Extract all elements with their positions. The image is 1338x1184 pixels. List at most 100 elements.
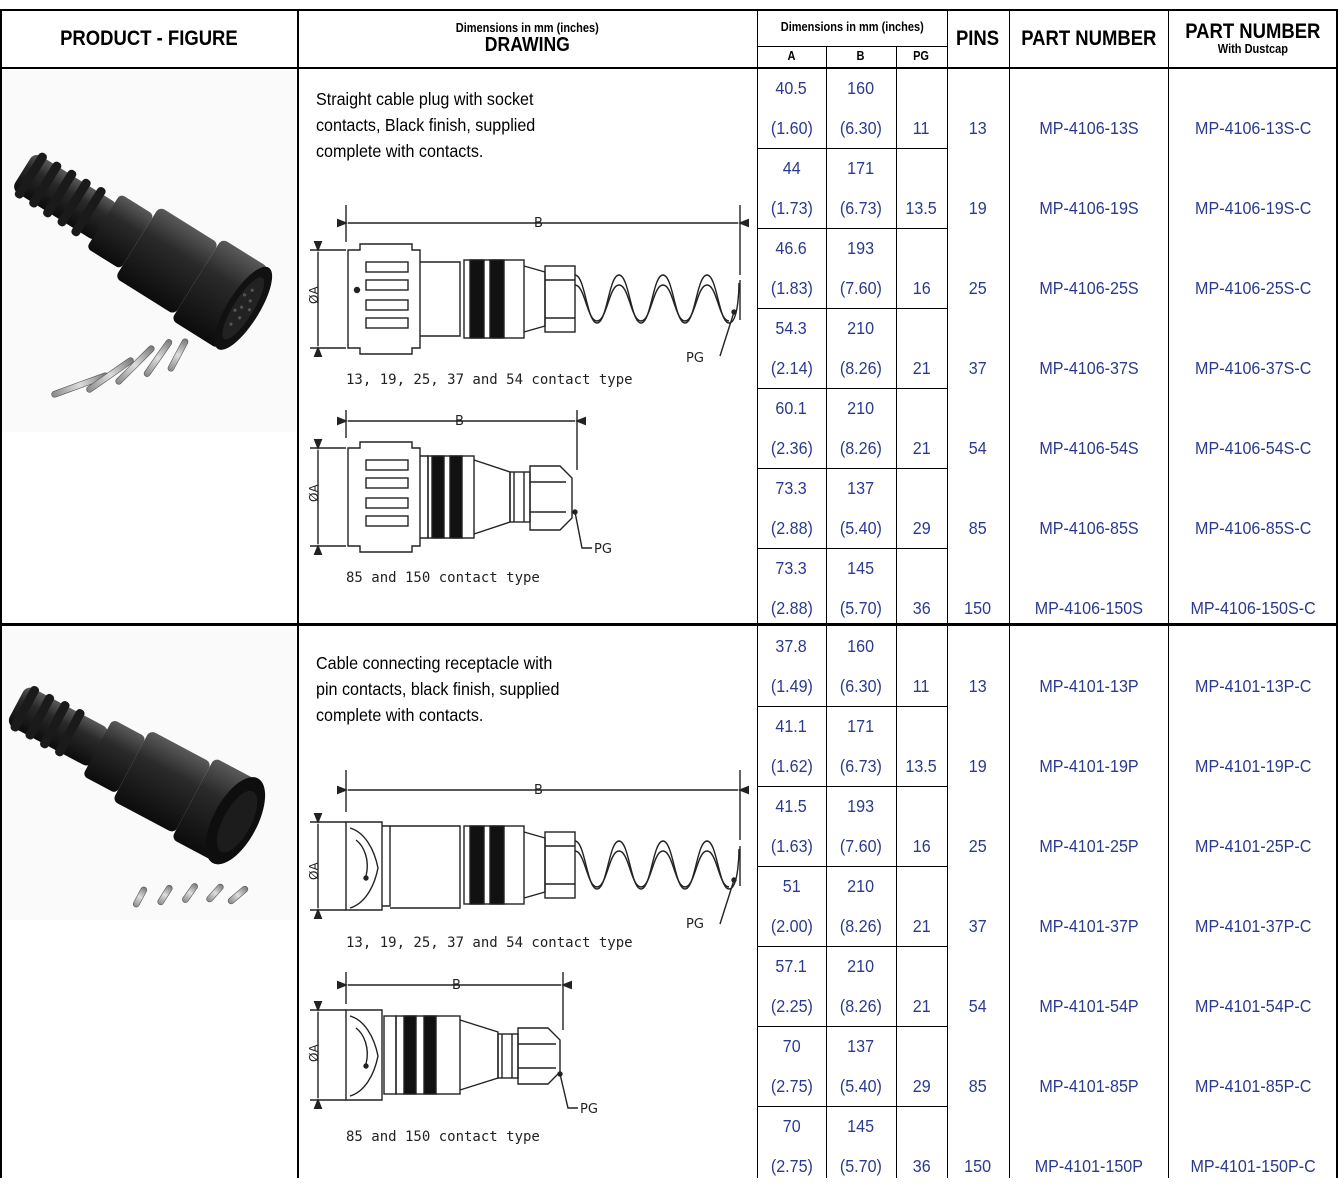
dim-b-inches: (5.40) (839, 517, 883, 538)
pins-value: 37 (969, 915, 987, 936)
dim-a-inches: (1.62) (770, 755, 813, 776)
part-number: MP-4106-37S (1038, 357, 1139, 378)
part-number: MP-4106-150S (1034, 597, 1143, 618)
dim-b-inches: (8.26) (839, 437, 883, 458)
dim-b-inches: (5.40) (839, 1075, 883, 1096)
grid-line (0, 67, 1338, 69)
dim-a-inches: (1.63) (770, 835, 813, 856)
section-2-dim-b: B (534, 783, 543, 798)
dim-a-mm: 60.1 (775, 397, 808, 418)
dim-a-inches: (1.49) (770, 675, 813, 696)
pins-value: 150 (964, 597, 992, 618)
section-1-caption-large: 13, 19, 25, 37 and 54 contact type (346, 372, 633, 388)
part-number-dustcap: MP-4106-150S-C (1190, 597, 1316, 618)
header-with-dustcap-label: With Dustcap (1217, 42, 1289, 57)
header-product-figure-label: PRODUCT - FIGURE (59, 26, 238, 50)
dim-b-mm: 210 (847, 397, 875, 418)
part-number: MP-4101-150P (1034, 1155, 1143, 1176)
header-drawing-label: DRAWING (484, 34, 571, 57)
dim-b-mm: 160 (847, 635, 875, 656)
section-1-caption-small: 85 and 150 contact type (346, 570, 540, 586)
dim-a-mm: 41.1 (775, 715, 808, 736)
dim-b-mm: 160 (847, 77, 875, 98)
dim-b-mm: 137 (847, 477, 875, 498)
dim-a-mm: 70 (782, 1035, 801, 1056)
dim-a-mm: 44 (782, 157, 801, 178)
section-1-dim-b-small: B (455, 414, 464, 429)
pg-value: 21 (912, 437, 931, 458)
header-dimensions-label: Dimensions in mm (inches) (780, 20, 924, 35)
dim-b-mm: 137 (847, 1035, 875, 1056)
grid-line (757, 9, 758, 1178)
header-part-number-dustcap: PART NUMBER With Dustcap (1168, 10, 1338, 68)
part-number-dustcap: MP-4106-13S-C (1194, 117, 1312, 138)
grid-line (0, 9, 2, 1178)
header-col-b-label: B (857, 49, 865, 64)
dim-a-mm: 54.3 (775, 317, 808, 338)
pg-value: 36 (912, 597, 931, 618)
grid-line (896, 46, 897, 1178)
dim-b-inches: (7.60) (839, 835, 883, 856)
part-number: MP-4106-85S (1038, 517, 1139, 538)
part-number-dustcap: MP-4106-19S-C (1194, 197, 1312, 218)
part-number: MP-4106-19S (1038, 197, 1139, 218)
dim-a-inches: (2.25) (770, 995, 813, 1016)
part-number: MP-4106-54S (1038, 437, 1139, 458)
header-col-pg-label: PG (913, 49, 930, 64)
grid-line (297, 9, 299, 1178)
section-2-drawing-large (310, 770, 750, 925)
dim-b-mm: 145 (847, 1115, 875, 1136)
part-number: MP-4101-25P (1038, 835, 1139, 856)
header-drawing-dims: Dimensions in mm (inches) (455, 20, 600, 35)
header-drawing: Dimensions in mm (inches) DRAWING (298, 10, 757, 68)
header-col-b: B (826, 46, 896, 68)
part-number-dustcap: MP-4101-54P-C (1194, 995, 1312, 1016)
header-dimensions: Dimensions in mm (inches) (757, 10, 947, 46)
dim-a-mm: 73.3 (775, 557, 808, 578)
dim-a-inches: (2.75) (770, 1075, 813, 1096)
part-number-dustcap: MP-4101-150P-C (1190, 1155, 1316, 1176)
dim-b-inches: (6.73) (839, 197, 883, 218)
dim-b-inches: (8.26) (839, 357, 883, 378)
section-1-description-line: contacts, Black finish, supplied (316, 115, 536, 135)
dim-a-mm: 57.1 (775, 955, 808, 976)
dim-b-mm: 193 (847, 237, 875, 258)
pins-value: 54 (969, 437, 987, 458)
pins-value: 37 (969, 357, 987, 378)
dim-a-inches: (1.60) (770, 117, 813, 138)
part-number-dustcap: MP-4101-19P-C (1194, 755, 1312, 776)
grid-line (757, 866, 947, 867)
header-col-pg: PG (896, 46, 947, 68)
dim-a-inches: (1.73) (770, 197, 813, 218)
header-col-a-label: A (787, 49, 796, 64)
pg-value: 13.5 (905, 755, 938, 776)
grid-line (1009, 9, 1010, 1178)
section-2-dim-a-small: ØA (307, 1044, 321, 1062)
part-number: MP-4106-25S (1038, 277, 1139, 298)
dim-a-inches: (1.83) (770, 277, 813, 298)
pins-value: 54 (969, 995, 987, 1016)
pins-value: 13 (969, 675, 987, 696)
pg-value: 11 (913, 117, 930, 138)
pins-value: 150 (964, 1155, 992, 1176)
grid-line (0, 9, 1338, 11)
header-pins-label: PINS (956, 26, 1000, 50)
part-number: MP-4101-85P (1038, 1075, 1139, 1096)
section-1-dim-a: ØA (307, 286, 321, 304)
part-number-dustcap: MP-4101-13P-C (1194, 675, 1312, 696)
part-number-dustcap: MP-4101-25P-C (1194, 835, 1312, 856)
grid-line (757, 46, 947, 47)
pins-value: 25 (969, 835, 987, 856)
section-2-drawing-small (310, 972, 578, 1110)
dim-b-inches: (5.70) (839, 597, 883, 618)
dim-a-inches: (2.00) (770, 915, 813, 936)
dim-b-inches: (6.30) (839, 117, 883, 138)
part-number-dustcap: MP-4106-85S-C (1194, 517, 1312, 538)
dim-a-inches: (2.75) (770, 1155, 813, 1176)
dim-b-mm: 145 (847, 557, 875, 578)
part-number: MP-4101-13P (1038, 675, 1139, 696)
section-2-dim-b-small: B (452, 978, 461, 993)
part-number-dustcap: MP-4101-37P-C (1194, 915, 1312, 936)
part-number: MP-4106-13S (1038, 117, 1139, 138)
